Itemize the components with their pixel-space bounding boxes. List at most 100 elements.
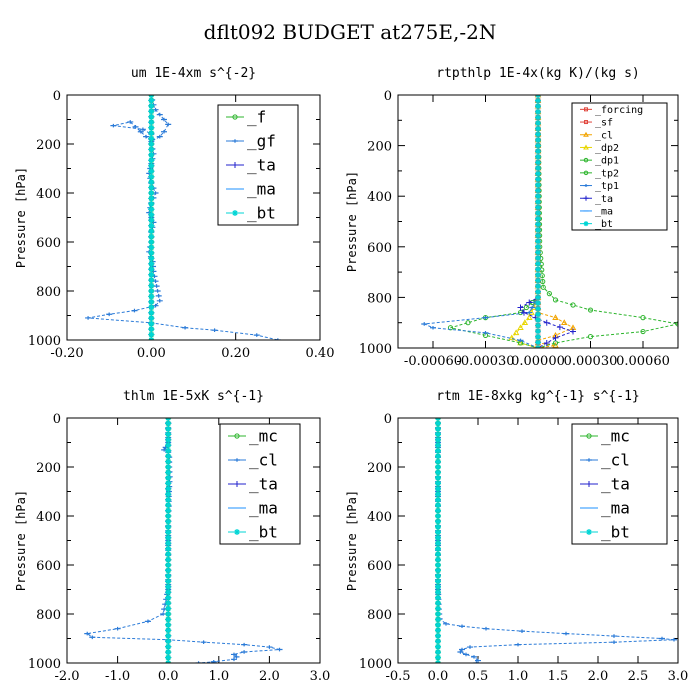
series-point-cl (471, 655, 477, 659)
series-point-cl (89, 635, 96, 640)
series-point-bt (435, 431, 441, 438)
series-point-cl (515, 642, 521, 647)
series-point-bt (435, 551, 441, 558)
series-point-bt (148, 97, 155, 104)
series-point-bt (148, 217, 155, 224)
legend-label: _dp2 (595, 143, 619, 154)
series-point-bt (535, 328, 541, 335)
series-point-gf (160, 117, 167, 122)
series-point-gf (131, 308, 138, 313)
series-point-bt (148, 298, 155, 305)
series-point-bt (435, 523, 441, 530)
series-point-ta (556, 324, 563, 331)
series-point-bt (535, 136, 541, 143)
series-point-bt (148, 102, 155, 109)
y-tick-label: 600 (367, 241, 392, 256)
series-point-cl (230, 657, 237, 662)
series-point-bt (165, 502, 172, 509)
series-point-bt (148, 233, 155, 240)
series-point-bt (435, 420, 441, 427)
series-point-bt (148, 157, 155, 164)
series-point-cl (459, 624, 465, 629)
series-point-bt (148, 190, 155, 196)
legend-marker (583, 131, 589, 137)
series-point-bt (435, 458, 441, 465)
series-point-bt (165, 551, 172, 558)
series-point-bt (535, 204, 541, 211)
series-point-bt (148, 304, 155, 311)
series-point-bt (535, 294, 541, 301)
legend-label: _ma (247, 180, 276, 199)
series-point-bt (165, 453, 172, 460)
series-point-gf (143, 134, 150, 139)
series-point-bt (535, 238, 541, 245)
x-tick-label: 0.00060 (616, 354, 670, 369)
series-point-bt (148, 271, 155, 278)
y-tick-label: 200 (367, 140, 392, 155)
series-point-dp1 (570, 302, 576, 308)
legend-label: _ta (249, 475, 278, 494)
series-point-bt (535, 159, 541, 166)
series-point-bt (435, 605, 441, 612)
panel-1: um 1E-4xm s^{-2} Pressure [hPa] -0.20 0.00 0… (14, 66, 334, 361)
series-point-bt (535, 193, 541, 200)
series-point-bt (165, 447, 172, 454)
y-tick-label: 1000 (28, 334, 61, 349)
y-tick-label: 0 (384, 412, 392, 427)
panel-title: thlm 1E-5xK s^{-1} (123, 389, 264, 404)
series-point-cl (114, 626, 121, 631)
series-point-bt (535, 187, 541, 194)
series-point-bt (535, 226, 541, 233)
legend-marker (234, 433, 240, 439)
series-point-bt (165, 513, 172, 519)
series-point-bt (435, 583, 441, 590)
series-point-cl (463, 652, 469, 657)
series-point-dp1 (540, 278, 546, 285)
series-point-bt (535, 283, 541, 290)
legend-label: _gf (247, 132, 276, 151)
series-point-cl (475, 658, 481, 663)
x-tick-label: 0.00 (137, 346, 166, 361)
series-point-cl (473, 661, 480, 663)
series-point-bt (435, 442, 441, 449)
series-point-ta (543, 339, 550, 346)
series-point-bt (435, 534, 441, 541)
series-point-bt (165, 654, 172, 661)
series-line-ta (519, 95, 575, 348)
series-point-cl (266, 645, 273, 649)
y-tick-label: 1000 (28, 657, 61, 672)
x-tick-label: 1.0 (208, 669, 229, 684)
series-point-bt (165, 600, 172, 607)
series-point-bt (148, 200, 155, 207)
legend-label: _dp1 (595, 156, 619, 167)
x-tick-label: 0.0 (428, 669, 449, 684)
legend-marker (232, 139, 238, 143)
series-point-bt (435, 654, 441, 661)
series-point-cl (459, 647, 465, 652)
y-tick-label: 200 (36, 461, 61, 476)
series-point-dp1 (540, 284, 546, 290)
figure-title: dflt092 BUDGET at275E,-2N (203, 20, 497, 44)
series-point-dp2 (508, 334, 516, 341)
legend-marker (232, 114, 238, 120)
panel-2: rtpthlp 1E-4x(kg K)/(kg s) Pressure [hPa]… (345, 66, 679, 369)
series-point-ta (526, 299, 533, 306)
series-group (84, 418, 283, 663)
series-point-bt (435, 562, 441, 568)
series-point-bt (435, 485, 441, 492)
y-axis-label: Pressure [hPa] (345, 171, 359, 272)
series-point-bt (435, 627, 441, 634)
series-point-bt (148, 124, 155, 131)
legend-label: _ta (595, 194, 613, 205)
legend-marker (583, 170, 589, 176)
series-point-bt (535, 114, 541, 121)
series-point-cl (611, 634, 617, 638)
x-tick-label: 3.0 (668, 669, 689, 684)
y-tick-label: 0 (384, 89, 392, 104)
series-point-bt (148, 108, 155, 115)
series-point-bt (148, 162, 155, 169)
series-point-bt (165, 605, 172, 612)
legend: _mc _cl _ta _ma _bt (571, 423, 668, 545)
legend-marker (586, 458, 592, 462)
series-point-bt (148, 195, 155, 202)
